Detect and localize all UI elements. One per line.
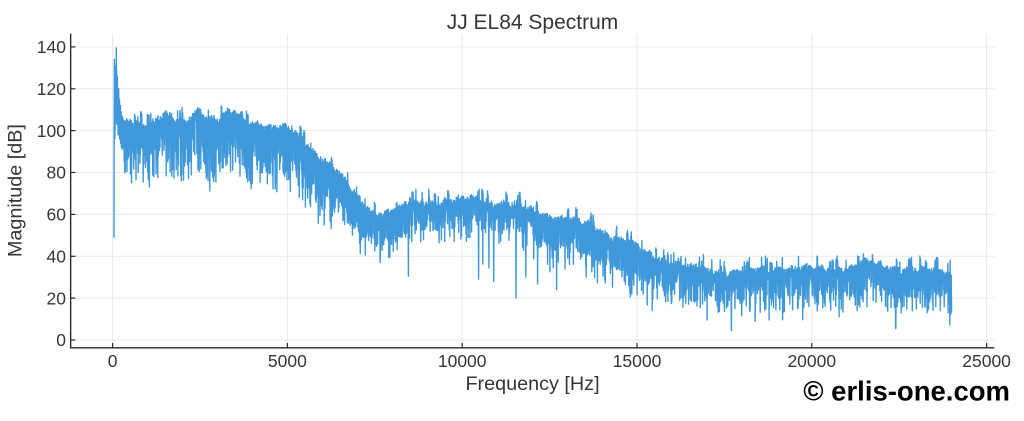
svg-text:15000: 15000 xyxy=(613,351,662,371)
svg-text:20: 20 xyxy=(47,288,67,308)
svg-text:140: 140 xyxy=(37,37,66,57)
svg-text:100: 100 xyxy=(37,121,66,141)
svg-text:80: 80 xyxy=(47,163,67,183)
svg-text:0: 0 xyxy=(108,351,118,371)
svg-text:60: 60 xyxy=(47,205,67,225)
svg-text:5000: 5000 xyxy=(268,351,307,371)
svg-text:40: 40 xyxy=(47,247,67,267)
svg-text:25000: 25000 xyxy=(962,351,1011,371)
svg-text:10000: 10000 xyxy=(438,351,487,371)
svg-text:Magnitude [dB]: Magnitude [dB] xyxy=(5,124,27,257)
svg-text:0: 0 xyxy=(56,330,66,350)
svg-text:JJ EL84 Spectrum: JJ EL84 Spectrum xyxy=(447,11,619,34)
svg-text:20000: 20000 xyxy=(787,351,836,371)
svg-text:Frequency [Hz]: Frequency [Hz] xyxy=(465,373,599,395)
svg-text:© erlis-one.com: © erlis-one.com xyxy=(803,376,1010,407)
svg-text:120: 120 xyxy=(37,79,66,99)
